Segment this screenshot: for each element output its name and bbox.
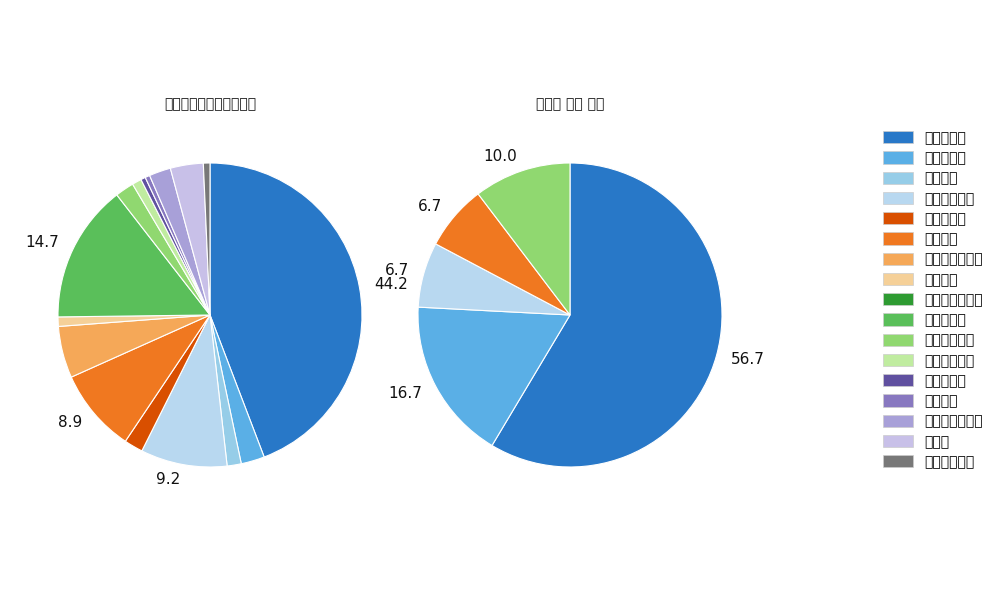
Wedge shape (133, 179, 210, 315)
Wedge shape (492, 163, 722, 467)
Wedge shape (210, 163, 362, 457)
Wedge shape (436, 194, 570, 315)
Wedge shape (150, 168, 210, 315)
Wedge shape (58, 315, 210, 377)
Text: 44.2: 44.2 (374, 277, 408, 292)
Wedge shape (478, 163, 570, 315)
Wedge shape (170, 163, 210, 315)
Wedge shape (210, 315, 264, 464)
Title: 大瀬良 大地 選手: 大瀬良 大地 選手 (536, 97, 604, 112)
Wedge shape (71, 315, 210, 441)
Text: 16.7: 16.7 (389, 386, 422, 401)
Text: 14.7: 14.7 (26, 235, 59, 250)
Wedge shape (58, 315, 210, 326)
Wedge shape (418, 244, 570, 315)
Wedge shape (58, 195, 210, 317)
Legend: ストレート, ツーシーム, シュート, カットボール, スプリット, フォーク, チェンジアップ, シンカー, 高速スライダー, スライダー, 縦スライダー, : ストレート, ツーシーム, シュート, カットボール, スプリット, フォーク,… (883, 131, 983, 469)
Text: 10.0: 10.0 (483, 149, 517, 164)
Text: 9.2: 9.2 (156, 472, 181, 487)
Text: 56.7: 56.7 (731, 352, 765, 367)
Wedge shape (145, 176, 210, 315)
Title: セ・リーグ全プレイヤー: セ・リーグ全プレイヤー (164, 97, 256, 112)
Wedge shape (141, 178, 210, 315)
Text: 6.7: 6.7 (385, 263, 409, 278)
Wedge shape (418, 307, 570, 445)
Text: 8.9: 8.9 (58, 415, 82, 430)
Wedge shape (125, 315, 210, 451)
Wedge shape (210, 315, 241, 466)
Wedge shape (142, 315, 227, 467)
Text: 6.7: 6.7 (418, 199, 443, 214)
Wedge shape (117, 184, 210, 315)
Wedge shape (203, 163, 210, 315)
